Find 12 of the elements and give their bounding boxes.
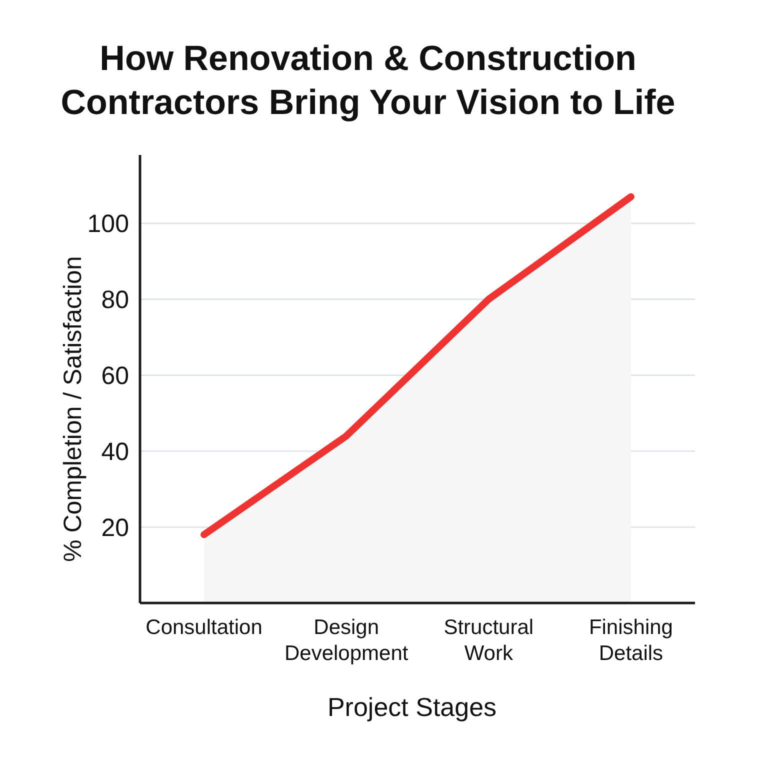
y-tick-label: 40 — [101, 438, 129, 466]
chart-title: How Renovation & Construction Contractors Bring Your Vision to Life — [60, 39, 676, 122]
x-tick-label: Structural Work — [444, 616, 534, 665]
x-axis-title: Project Stages — [327, 692, 497, 722]
x-tick-label: Finishing Details — [588, 616, 673, 665]
y-tick-label: 60 — [101, 362, 129, 390]
y-tick-label: 80 — [101, 286, 129, 314]
x-tick-label: Consultation — [146, 616, 262, 639]
x-tick-label: Design Development — [284, 616, 408, 665]
y-tick-label: 100 — [87, 210, 129, 238]
y-tick-label: 20 — [101, 514, 129, 542]
y-axis-title: % Completion / Satisfaction — [59, 256, 87, 562]
